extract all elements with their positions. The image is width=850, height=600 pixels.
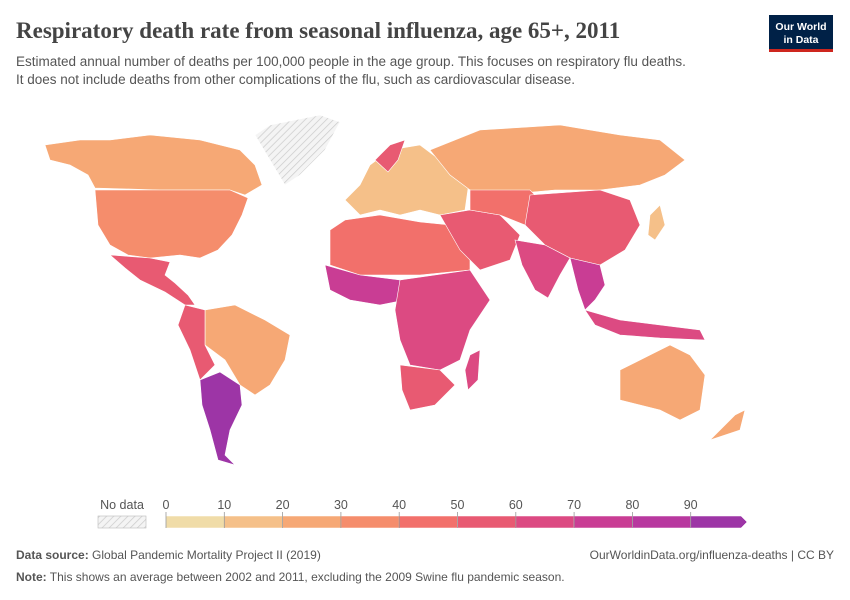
- brazil: [204, 304, 291, 396]
- legend-tick-label: 20: [276, 498, 290, 512]
- central-east-africa: [394, 269, 491, 371]
- legend-bin: [398, 515, 458, 529]
- argentina-chile: [199, 371, 243, 466]
- europe: [344, 144, 471, 216]
- logo-text: in Data: [783, 34, 818, 46]
- legend-tick-label: 70: [567, 498, 581, 512]
- logo[interactable]: Our World in Data: [769, 15, 833, 52]
- west-africa: [324, 264, 406, 306]
- note: Note: This shows an average between 2002…: [16, 570, 565, 584]
- note-label: Note:: [16, 570, 47, 584]
- subtitle: It does not include deaths from other co…: [16, 72, 575, 87]
- mexico-central-america: [109, 254, 196, 306]
- title: Respiratory death rate from seasonal inf…: [16, 18, 620, 43]
- legend-tick-label: 10: [217, 498, 231, 512]
- legend-bin: [573, 515, 633, 529]
- madagascar: [464, 349, 481, 391]
- source: Data source: Global Pandemic Mortality P…: [16, 548, 321, 562]
- legend-tick-label: 40: [392, 498, 406, 512]
- logo-bar: [769, 49, 833, 52]
- logo-box: [769, 15, 833, 52]
- legend-tick-label: 0: [163, 498, 170, 512]
- legend: No data 0 10 20 30 40 50 60 70 80 90: [97, 498, 748, 529]
- legend-tick-label: 60: [509, 498, 523, 512]
- greenland: [254, 114, 341, 186]
- legend-tick-label: 30: [334, 498, 348, 512]
- logo-text: Our World: [775, 21, 826, 33]
- subtitle: Estimated annual number of deaths per 10…: [16, 54, 686, 69]
- legend-tick-label: 50: [451, 498, 465, 512]
- canada-alaska: [44, 134, 263, 196]
- japan: [647, 204, 666, 241]
- australia: [619, 344, 706, 421]
- southeast-asia: [569, 257, 606, 311]
- china: [524, 189, 641, 266]
- india: [514, 239, 571, 299]
- legend-bin: [457, 515, 517, 529]
- legend-bin: [165, 515, 225, 529]
- legend-bin: [340, 515, 400, 529]
- legend-tick-label: 90: [684, 498, 698, 512]
- legend-bin: [632, 515, 691, 529]
- legend-bin: [515, 515, 575, 529]
- note-text: This shows an average between 2002 and 2…: [50, 570, 565, 584]
- source-text: Global Pandemic Mortality Project II (20…: [92, 548, 321, 562]
- no-data-label: No data: [100, 498, 144, 512]
- no-data-swatch: [97, 515, 147, 529]
- source-label: Data source:: [16, 548, 89, 562]
- legend-bin: [690, 515, 748, 529]
- russia: [429, 124, 686, 196]
- usa: [94, 189, 249, 259]
- world-map: [44, 114, 746, 466]
- legend-bin: [282, 515, 342, 529]
- scandinavia: [374, 139, 406, 173]
- legend-bin: [224, 515, 283, 529]
- new-zealand: [709, 409, 746, 441]
- legend-tick-label: 80: [625, 498, 639, 512]
- andes: [177, 304, 216, 381]
- southern-africa: [399, 364, 456, 411]
- url[interactable]: OurWorldinData.org/influenza-deaths | CC…: [590, 548, 834, 562]
- indonesia: [584, 309, 706, 341]
